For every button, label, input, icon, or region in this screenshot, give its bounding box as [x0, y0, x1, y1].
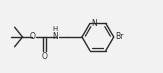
Text: O: O — [30, 32, 35, 41]
Text: Br: Br — [116, 32, 124, 41]
Text: N: N — [91, 19, 97, 28]
Text: O: O — [41, 52, 47, 61]
Text: N: N — [52, 32, 58, 41]
Text: H: H — [53, 26, 58, 32]
